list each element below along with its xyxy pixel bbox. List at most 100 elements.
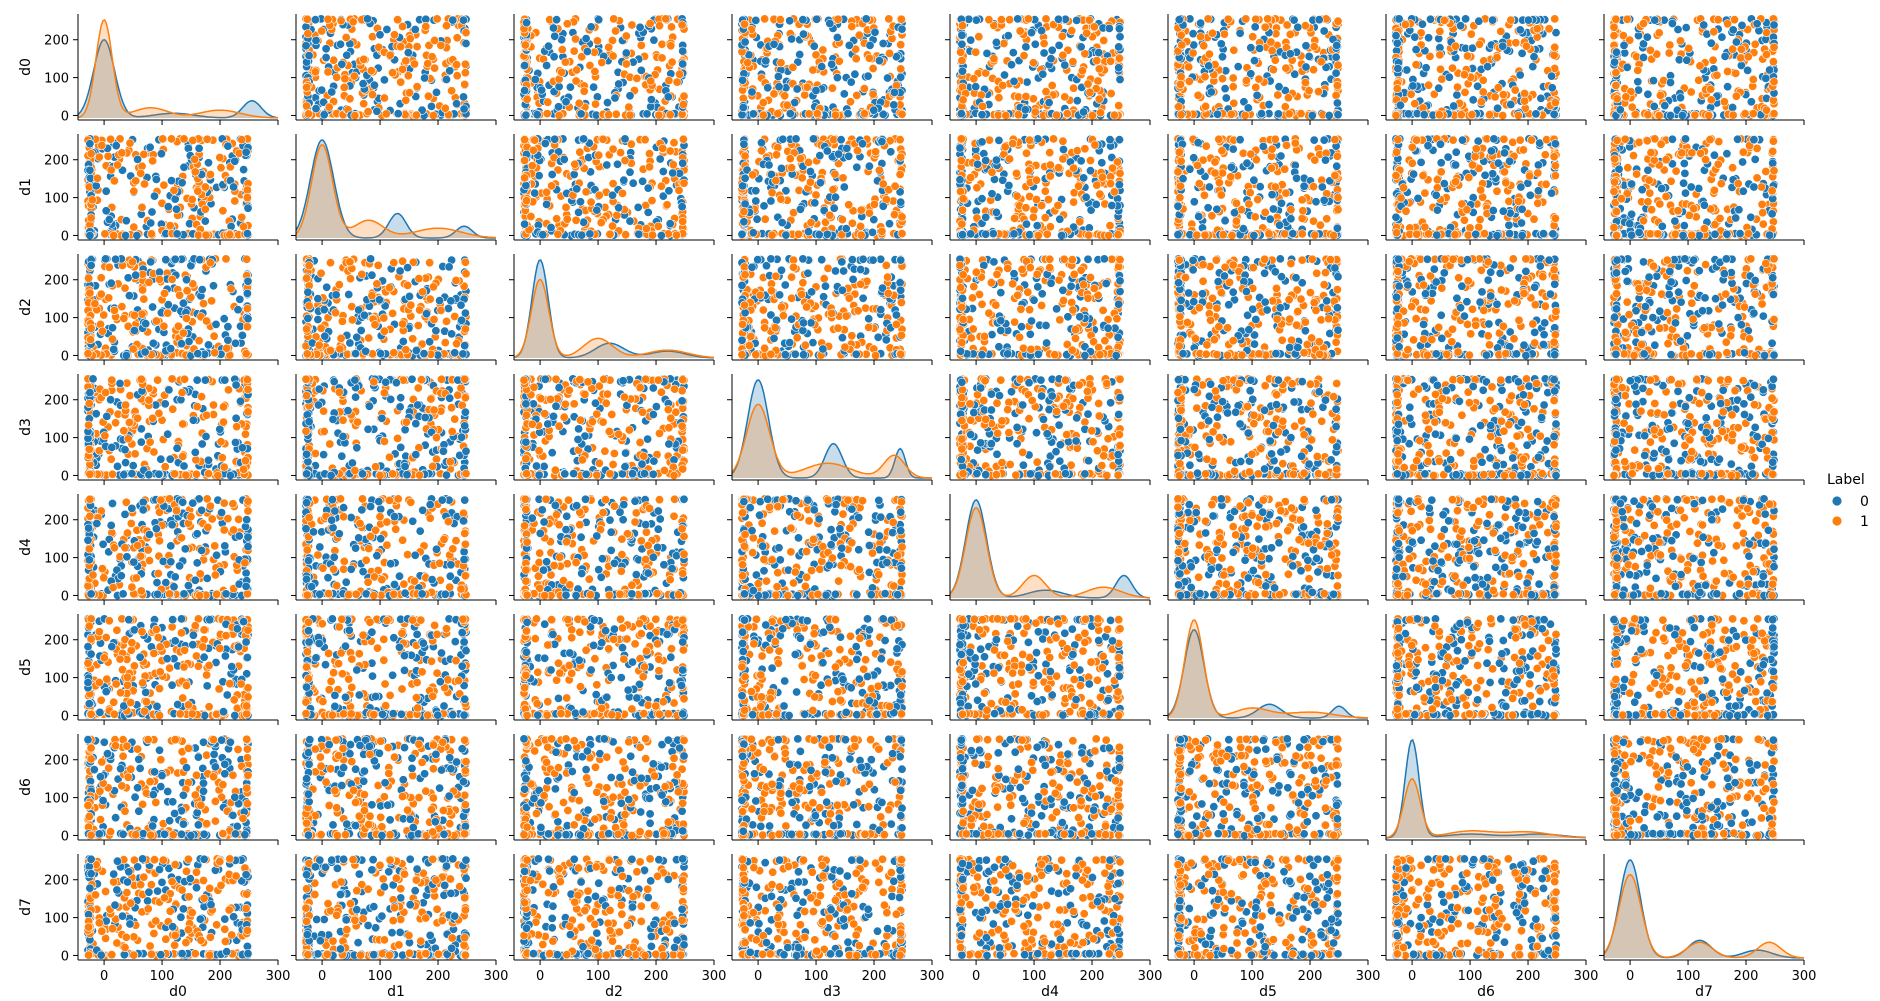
scatter-point-label-0 [889,100,899,110]
scatter-point-label-1 [1039,38,1049,48]
scatter-point-label-1 [767,188,777,198]
scatter-point-label-1 [1611,68,1621,78]
scatter-point-label-1 [636,40,646,50]
scatter-point-label-0 [1417,19,1427,29]
scatter-point-label-0 [977,194,987,204]
scatter-point-label-0 [1752,19,1762,29]
scatter-point-label-0 [1504,220,1514,230]
scatter-point-label-0 [448,15,458,25]
scatter-point-label-0 [971,82,981,92]
scatter-point-label-1 [359,54,369,64]
scatter-point-label-1 [805,177,815,187]
scatter-point-label-1 [336,16,346,26]
scatter-point-label-0 [738,181,748,191]
scatter-point-label-1 [890,210,900,220]
scatter-point-label-1 [1467,110,1477,120]
scatter-point-label-0 [1498,206,1508,216]
scatter-point-label-0 [459,92,469,102]
scatter-point-label-1 [302,82,312,92]
scatter-point-label-1 [1297,229,1307,239]
scatter-point-label-1 [1045,171,1055,181]
scatter-point-label-0 [602,160,612,170]
scatter-point-label-1 [1322,214,1332,224]
scatter-point-label-1 [205,169,215,179]
scatter-point-label-1 [339,82,349,92]
scatter-point-label-0 [410,25,420,34]
scatter-point-label-0 [1277,198,1287,208]
scatter-point-label-1 [1042,229,1052,239]
scatter-point-label-1 [864,53,874,63]
scatter-point-label-1 [460,59,470,69]
scatter-point-label-1 [895,135,905,145]
scatter-point-label-1 [656,181,666,191]
scatter-point-label-1 [1201,141,1211,151]
scatter-point-label-1 [1015,26,1025,36]
scatter-point-label-0 [1105,135,1115,145]
scatter-point-label-1 [1612,94,1622,104]
scatter-point-label-0 [403,48,413,58]
scatter-point-label-0 [1449,101,1459,111]
scatter-point-label-0 [815,151,825,161]
scatter-point-label-0 [958,230,967,240]
scatter-point-label-1 [739,207,749,217]
scatter-point-label-0 [1255,182,1265,192]
scatter-point-label-1 [847,22,857,31]
scatter-point-label-0 [554,82,564,92]
scatter-point-label-0 [795,204,805,214]
scatter-point-label-0 [1221,93,1231,103]
scatter-point-label-0 [1246,43,1256,53]
scatter-point-label-0 [1006,60,1016,70]
scatter-point-label-1 [611,26,621,36]
scatter-point-label-1 [1217,146,1227,156]
scatter-point-label-1 [1690,110,1700,120]
scatter-point-label-0 [843,109,853,119]
scatter-point-label-0 [878,201,888,211]
scatter-point-label-1 [1550,14,1560,24]
scatter-point-label-1 [586,197,596,207]
scatter-point-label-0 [1307,111,1317,121]
scatter-point-label-1 [1090,140,1100,150]
scatter-point-label-1 [349,71,359,81]
scatter-point-label-1 [1268,65,1278,75]
scatter-point-label-1 [345,94,355,104]
scatter-point-label-1 [679,91,689,101]
scatter-point-label-1 [427,52,437,62]
scatter-point-label-0 [369,80,379,90]
scatter-point-label-1 [1611,81,1621,91]
scatter-point-label-1 [193,230,203,240]
scatter-point-label-1 [103,151,113,161]
scatter-point-label-1 [421,22,431,31]
scatter-point-label-1 [1176,110,1186,120]
scatter-point-label-1 [398,64,408,74]
scatter-point-label-0 [1027,28,1037,38]
scatter-point-label-1 [86,149,96,159]
scatter-point-label-1 [1709,27,1719,37]
scatter-point-label-0 [738,75,748,85]
scatter-point-label-1 [859,84,869,94]
scatter-point-label-0 [1189,153,1199,163]
scatter-point-label-0 [1032,221,1042,231]
scatter-point-label-1 [996,15,1006,25]
scatter-point-label-1 [242,193,252,203]
scatter-point-label-0 [620,134,630,144]
scatter-point-label-1 [200,204,210,214]
scatter-point-label-0 [1612,47,1621,57]
scatter-point-label-0 [1076,156,1086,166]
scatter-point-label-1 [1267,163,1277,173]
scatter-point-label-1 [1201,101,1211,111]
scatter-point-label-1 [1436,167,1446,177]
scatter-point-label-0 [810,198,820,208]
scatter-point-label-0 [1620,48,1630,58]
scatter-point-label-1 [668,160,678,170]
scatter-point-label-1 [645,149,655,159]
scatter-point-label-0 [1473,136,1483,146]
scatter-point-label-1 [1214,134,1224,144]
scatter-point-label-0 [1044,98,1054,108]
scatter-point-label-1 [1207,28,1217,38]
scatter-point-label-1 [1093,76,1103,86]
scatter-point-label-0 [1677,111,1687,121]
scatter-point-label-0 [1273,109,1283,119]
scatter-point-label-1 [1226,109,1236,119]
scatter-point-label-1 [1218,230,1228,240]
scatter-point-label-1 [1633,65,1643,75]
